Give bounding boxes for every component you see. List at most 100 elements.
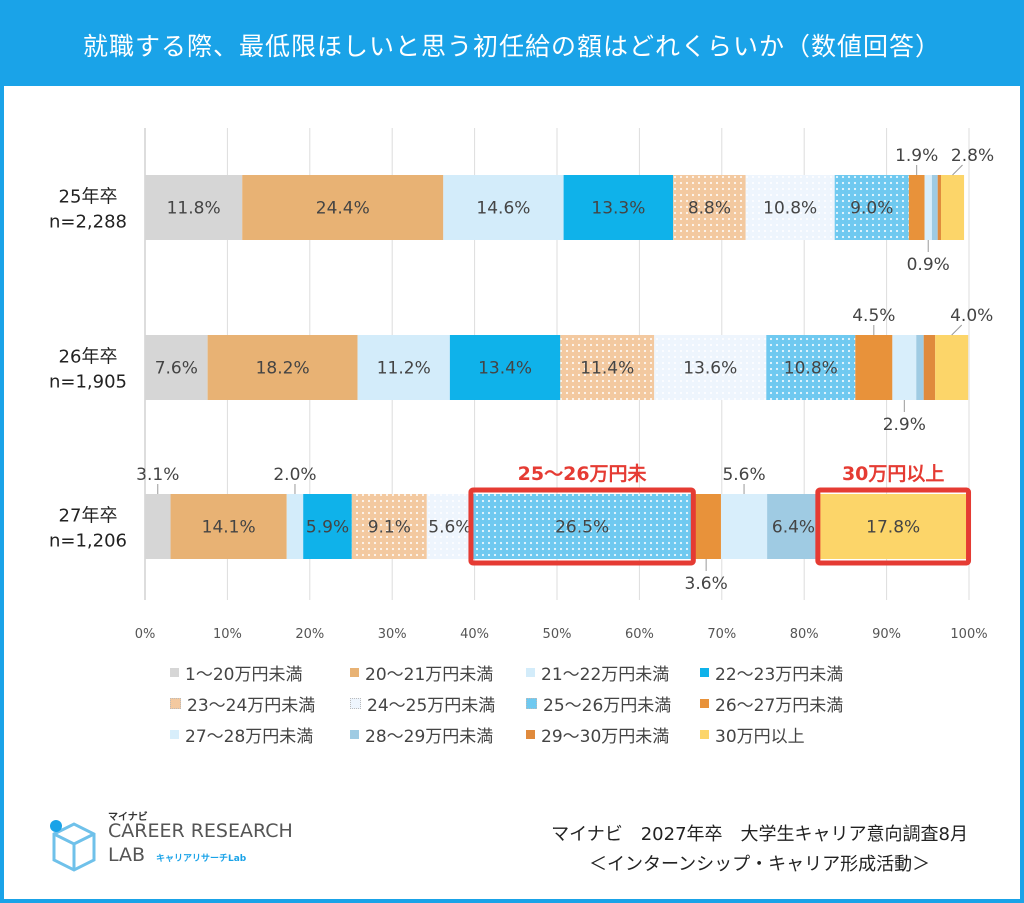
x-tick-label: 60% bbox=[625, 627, 654, 642]
data-label: 24.4% bbox=[316, 199, 370, 219]
category-n-label: n=1,905 bbox=[49, 372, 127, 393]
legend-swatch bbox=[350, 730, 359, 739]
source-line-2: ＜インターンシップ・キャリア形成活動＞ bbox=[588, 854, 931, 875]
legend-swatch bbox=[350, 668, 359, 677]
x-tick-label: 50% bbox=[543, 627, 572, 642]
category-label: 25年卒 bbox=[59, 187, 118, 208]
data-label: 8.8% bbox=[688, 199, 731, 219]
highlight-label: 30万円以上 bbox=[842, 463, 944, 485]
legend-item: 20～21万円未満 bbox=[350, 660, 493, 685]
logo-brand: マイナビ bbox=[108, 812, 148, 823]
bar-segment bbox=[145, 494, 171, 559]
data-label: 11.4% bbox=[580, 359, 634, 379]
x-tick-label: 80% bbox=[790, 627, 819, 642]
legend-swatch bbox=[170, 668, 179, 677]
legend-label: 1～20万円未満 bbox=[185, 665, 303, 685]
highlight-label: 25～26万円未 bbox=[518, 462, 647, 485]
leader-line bbox=[952, 164, 963, 176]
legend-item: 28～29万円未満 bbox=[350, 722, 493, 747]
legend-label: 20～21万円未満 bbox=[365, 665, 494, 685]
data-label: 17.8% bbox=[866, 518, 920, 538]
legend-label: 28～29万円未満 bbox=[365, 727, 494, 747]
legend-item: 30万円以上 bbox=[700, 722, 805, 747]
bar-segment bbox=[443, 175, 564, 240]
legend-label: 24～25万円未満 bbox=[367, 696, 496, 716]
x-tick-label: 70% bbox=[707, 627, 736, 642]
legend-item: 22～23万円未満 bbox=[700, 660, 843, 685]
bar-segment bbox=[691, 494, 721, 559]
category-n-label: n=1,206 bbox=[49, 531, 127, 552]
legend-item: 1～20万円未満 bbox=[170, 660, 302, 685]
bar-segment bbox=[937, 175, 941, 240]
bar-segment bbox=[449, 335, 561, 400]
x-tick-label: 20% bbox=[295, 627, 324, 642]
legend-label: 23～24万円未満 bbox=[187, 696, 316, 716]
source-line-1: マイナビ 2027年卒 大学生キャリア意向調査8月 bbox=[551, 824, 968, 845]
bar-segment bbox=[766, 335, 856, 400]
legend-item: 25～26万円未満 bbox=[526, 691, 671, 716]
data-label: 7.6% bbox=[155, 359, 198, 379]
leader-line bbox=[951, 324, 963, 336]
data-label: 4.0% bbox=[950, 306, 993, 326]
data-label: 9.0% bbox=[850, 199, 893, 219]
bar-segment bbox=[819, 494, 967, 559]
data-label: 13.4% bbox=[478, 359, 532, 379]
x-tick-label: 40% bbox=[460, 627, 489, 642]
legend-swatch bbox=[700, 668, 709, 677]
x-tick-label: 100% bbox=[950, 627, 987, 642]
legend-swatch bbox=[526, 668, 535, 677]
bar-segment bbox=[935, 335, 969, 400]
data-label: 11.8% bbox=[167, 199, 221, 219]
data-label: 2.0% bbox=[273, 465, 316, 485]
data-label: 0.9% bbox=[907, 255, 950, 275]
bar-segment bbox=[834, 175, 909, 240]
bar-segment bbox=[351, 494, 427, 559]
data-label: 10.8% bbox=[784, 359, 838, 379]
legend-label: 21～22万円未満 bbox=[541, 665, 670, 685]
bar-segment bbox=[654, 335, 767, 400]
legend-swatch bbox=[526, 730, 535, 739]
bar-segment bbox=[720, 494, 768, 559]
data-label: 5.9% bbox=[306, 518, 349, 538]
bar-segment bbox=[357, 335, 450, 400]
bar-segment bbox=[892, 335, 917, 400]
data-label: 13.3% bbox=[591, 199, 645, 219]
bar-segment bbox=[242, 175, 444, 240]
data-label: 5.6% bbox=[428, 518, 471, 538]
legend-item: 27～28万円未満 bbox=[170, 722, 313, 747]
data-label: 11.2% bbox=[377, 359, 431, 379]
legend-item: 26～27万円未満 bbox=[700, 691, 843, 716]
data-label: 9.1% bbox=[368, 518, 411, 538]
bar-segment bbox=[916, 335, 924, 400]
bar-segment bbox=[924, 175, 932, 240]
bar-segment bbox=[426, 494, 473, 559]
legend-swatch bbox=[350, 698, 361, 709]
logo-lab-text: LAB bbox=[108, 844, 146, 866]
bar-segment bbox=[472, 494, 692, 559]
data-label: 4.5% bbox=[852, 306, 895, 326]
x-tick-label: 30% bbox=[378, 627, 407, 642]
legend-item: 23～24万円未満 bbox=[170, 691, 315, 716]
career-research-lab-logo: マイナビ CAREER RESEARCH LAB キャリアリサーチLab bbox=[48, 808, 308, 878]
data-label: 3.6% bbox=[685, 574, 728, 594]
bar-segment bbox=[931, 175, 938, 240]
legend-label: 26～27万円未満 bbox=[715, 696, 844, 716]
category-label: 27年卒 bbox=[59, 506, 118, 527]
data-label: 10.8% bbox=[763, 199, 817, 219]
legend-swatch bbox=[700, 699, 709, 708]
bar-segment bbox=[145, 175, 243, 240]
bar-segment bbox=[286, 494, 304, 559]
data-label: 3.1% bbox=[136, 465, 179, 485]
data-label: 26.5% bbox=[555, 518, 609, 538]
legend-label: 30万円以上 bbox=[715, 727, 805, 747]
legend-label: 22～23万円未満 bbox=[715, 665, 844, 685]
legend-label: 27～28万円未満 bbox=[185, 727, 314, 747]
source-note: マイナビ 2027年卒 大学生キャリア意向調査8月 ＜インターンシップ・キャリア… bbox=[551, 820, 968, 880]
data-label: 2.9% bbox=[883, 415, 926, 435]
logo-cube-icon bbox=[50, 820, 96, 872]
data-label: 18.2% bbox=[256, 359, 310, 379]
bar-segment bbox=[560, 335, 655, 400]
highlight-box bbox=[468, 487, 696, 566]
x-tick-label: 10% bbox=[213, 627, 242, 642]
